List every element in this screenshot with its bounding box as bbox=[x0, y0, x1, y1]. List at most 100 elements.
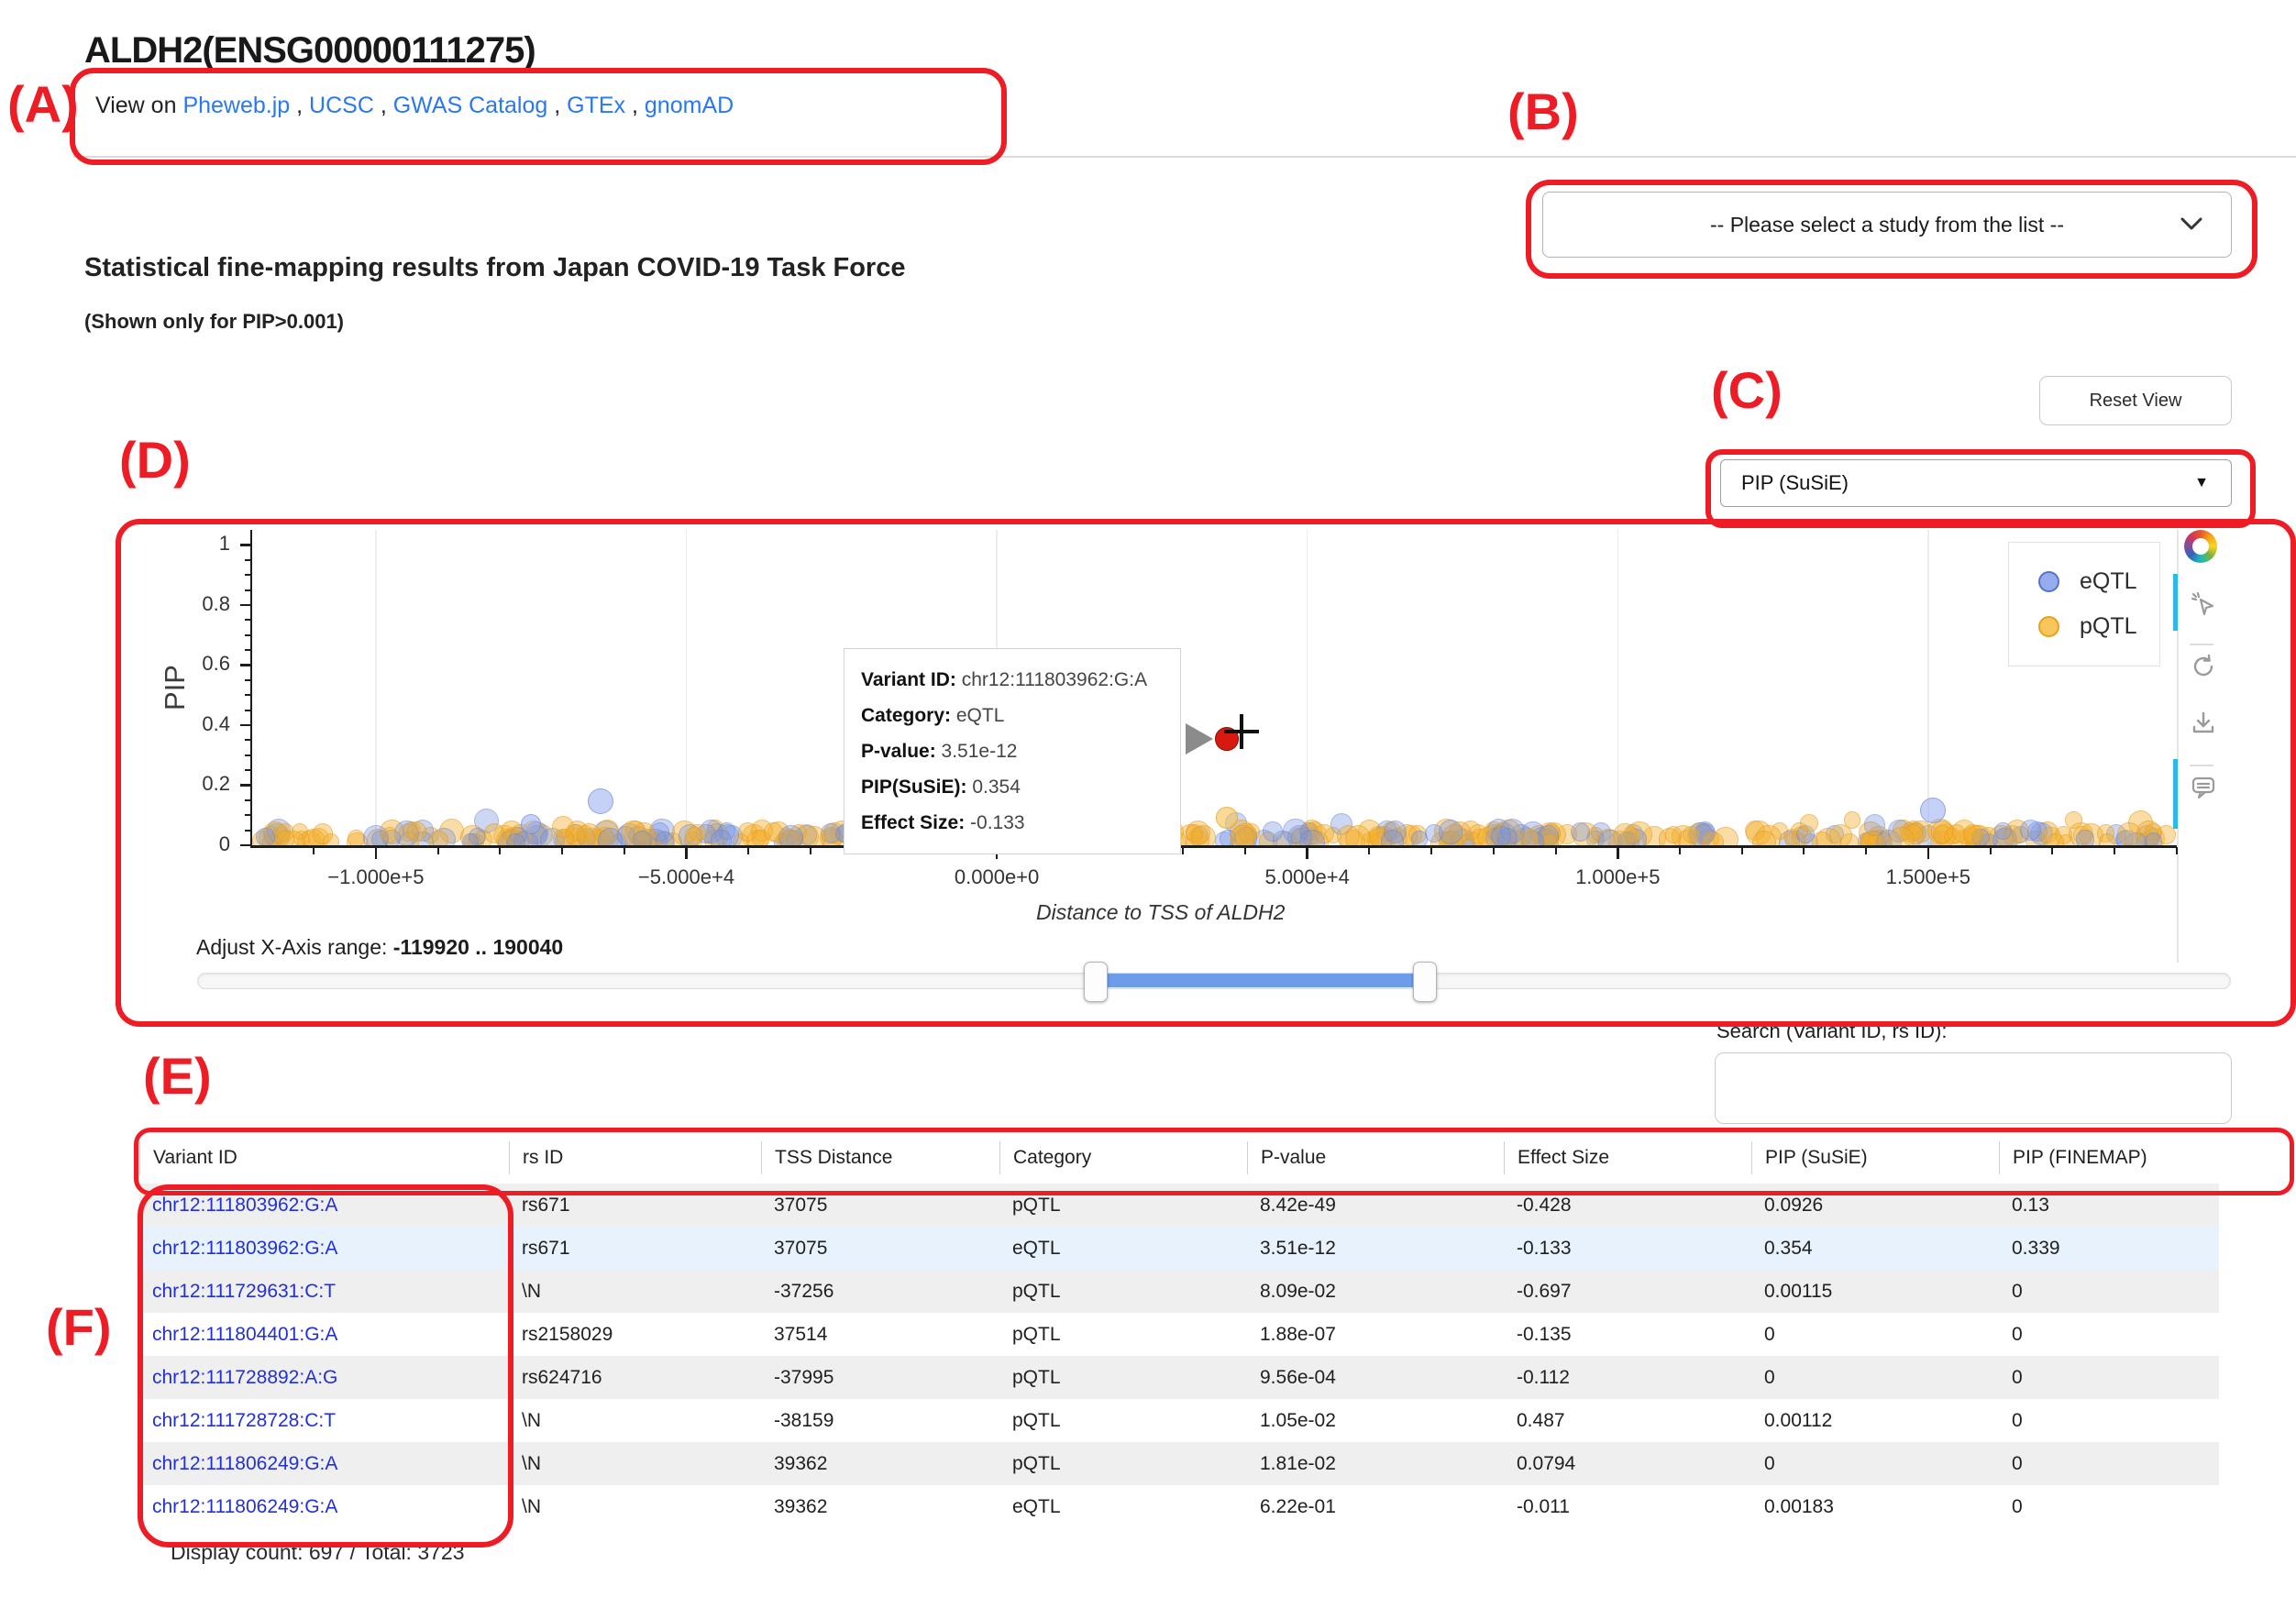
variant-id-link[interactable]: chr12:111728728:C:T bbox=[152, 1409, 337, 1431]
scatter-point bbox=[366, 828, 390, 845]
reset-tool-icon[interactable] bbox=[2190, 653, 2217, 680]
table-cell: -0.112 bbox=[1517, 1366, 1570, 1388]
tap-select-tool-icon[interactable] bbox=[2190, 590, 2217, 618]
scatter-point bbox=[1904, 821, 1925, 842]
scatter-point bbox=[2041, 827, 2061, 845]
scatter-point bbox=[909, 827, 929, 845]
table-row[interactable]: chr12:111729631:C:T \N -37256 pQTL 8.09e-02 -… bbox=[139, 1270, 2219, 1313]
scatter-point bbox=[2002, 825, 2023, 845]
scatter-point bbox=[1509, 824, 1533, 845]
scatter-point bbox=[1214, 832, 1234, 845]
external-links-row: View on Pheweb.jp , UCSC , GWAS Catalog … bbox=[95, 93, 734, 118]
scatter-point bbox=[745, 830, 769, 845]
table-cell: rs671 bbox=[522, 1194, 570, 1216]
scatter-point bbox=[1994, 822, 2012, 840]
external-link-gtex[interactable]: GTEx bbox=[567, 93, 626, 118]
variant-id-link[interactable]: chr12:111806249:G:A bbox=[152, 1495, 338, 1517]
slider-handle-right[interactable] bbox=[1413, 962, 1437, 1002]
variant-id-link[interactable]: chr12:111728892:A:G bbox=[152, 1366, 338, 1388]
reset-view-button[interactable]: Reset View bbox=[2039, 376, 2232, 425]
table-cell: 9.56e-04 bbox=[1260, 1366, 1336, 1388]
scatter-point bbox=[1889, 827, 1915, 845]
external-link-gnomad[interactable]: gnomAD bbox=[644, 93, 734, 118]
scatter-point bbox=[1291, 828, 1313, 845]
table-cell: 0 bbox=[2012, 1452, 2023, 1474]
scatter-point bbox=[2098, 833, 2115, 845]
variant-id-link[interactable]: chr12:111803962:G:A bbox=[152, 1237, 338, 1259]
scatter-point bbox=[2054, 826, 2073, 844]
scatter-point bbox=[264, 823, 290, 845]
toolbar-separator bbox=[2190, 644, 2213, 645]
scatter-point bbox=[1514, 826, 1538, 845]
table-cell: pQTL bbox=[1012, 1280, 1061, 1302]
scatter-point bbox=[1471, 828, 1489, 845]
table-row[interactable]: chr12:111803962:G:A rs671 37075 pQTL 8.42e-4… bbox=[139, 1184, 2219, 1227]
external-link-ucsc[interactable]: UCSC bbox=[309, 93, 374, 118]
scatter-point bbox=[506, 833, 525, 845]
table-cell: 0 bbox=[1764, 1452, 1775, 1474]
search-input[interactable] bbox=[1715, 1052, 2232, 1124]
scatter-point bbox=[776, 829, 801, 845]
table-cell: chr12:111728728:C:T bbox=[139, 1410, 509, 1432]
scatter-point bbox=[706, 820, 724, 838]
scatter-point bbox=[889, 826, 911, 845]
external-link-pheweb-jp[interactable]: Pheweb.jp bbox=[182, 93, 291, 118]
scatter-point bbox=[2144, 832, 2163, 845]
x-minor-tick bbox=[2051, 847, 2054, 854]
variant-id-link[interactable]: chr12:111729631:C:T bbox=[152, 1280, 337, 1302]
table-row[interactable]: chr12:111803962:G:A rs671 37075 eQTL 3.51e-1… bbox=[139, 1227, 2219, 1270]
scatter-point bbox=[850, 831, 873, 845]
hover-tool-icon[interactable] bbox=[2190, 774, 2217, 801]
scatter-point bbox=[774, 832, 794, 845]
slider-handle-left[interactable] bbox=[1084, 962, 1108, 1002]
scatter-point bbox=[1490, 821, 1517, 845]
scatter-point bbox=[403, 821, 422, 841]
scatter-point bbox=[2075, 829, 2095, 845]
scatter-point bbox=[1239, 826, 1256, 843]
pip-metric-select[interactable]: PIP (SuSiE) ▼ bbox=[1720, 459, 2232, 507]
scatter-point bbox=[763, 821, 784, 843]
variant-id-link[interactable]: chr12:111806249:G:A bbox=[152, 1452, 338, 1474]
y-tick-label: 1 bbox=[218, 532, 230, 556]
scatter-point bbox=[1330, 812, 1352, 835]
scatter-point bbox=[1361, 832, 1379, 845]
scatter-point bbox=[431, 827, 456, 845]
table-cell: -38159 bbox=[774, 1409, 834, 1431]
scatter-point bbox=[1185, 829, 1209, 845]
scatter-point bbox=[1521, 831, 1545, 845]
download-tool-icon[interactable] bbox=[2190, 710, 2217, 737]
table-row[interactable]: chr12:111806249:G:A \N 39362 eQTL 6.22e-01 -0… bbox=[139, 1485, 2219, 1528]
scatter-point bbox=[797, 824, 818, 845]
table-row[interactable]: chr12:111804401:G:A rs2158029 37514 pQTL 1.8… bbox=[139, 1313, 2219, 1356]
scatter-point bbox=[460, 824, 486, 845]
scatter-point bbox=[703, 830, 725, 845]
scatter-point bbox=[513, 830, 539, 845]
scatter-point bbox=[1021, 825, 1046, 845]
scatter-point bbox=[252, 831, 273, 845]
scatter-point bbox=[1357, 819, 1381, 843]
scatter-point bbox=[1682, 825, 1700, 843]
active-tool-indicator bbox=[2173, 759, 2178, 829]
scatter-point bbox=[1963, 824, 1989, 845]
external-link-gwas-catalog[interactable]: GWAS Catalog bbox=[392, 93, 548, 118]
scatter-point bbox=[1186, 821, 1211, 845]
scatter-point bbox=[522, 820, 546, 844]
variant-id-link[interactable]: chr12:111803962:G:A bbox=[152, 1194, 338, 1216]
x-axis-range-slider[interactable] bbox=[197, 973, 2231, 989]
x-axis-line bbox=[249, 845, 2177, 848]
study-select[interactable]: -- Please select a study from the list -… bbox=[1542, 192, 2232, 258]
scatter-point bbox=[411, 819, 434, 842]
y-tick bbox=[240, 784, 252, 787]
table-row[interactable]: chr12:111806249:G:A \N 39362 pQTL 1.81e-02 0.… bbox=[139, 1442, 2219, 1485]
column-header-effect-size: Effect Size bbox=[1504, 1141, 1751, 1174]
scatter-point bbox=[869, 823, 892, 845]
variant-id-link[interactable]: chr12:111804401:G:A bbox=[152, 1323, 338, 1345]
table-row[interactable]: chr12:111728728:C:T \N -38159 pQTL 1.05e-02 0… bbox=[139, 1399, 2219, 1442]
annotation-label-c: (C) bbox=[1711, 361, 1783, 419]
x-tick bbox=[995, 847, 999, 859]
scatter-point bbox=[1800, 813, 1818, 832]
table-row[interactable]: chr12:111728892:A:G rs624716 -37995 pQTL 9.5… bbox=[139, 1356, 2219, 1399]
bokeh-logo-icon[interactable] bbox=[2184, 530, 2217, 563]
table-cell: rs2158029 bbox=[522, 1323, 613, 1345]
scatter-point bbox=[1585, 830, 1605, 845]
